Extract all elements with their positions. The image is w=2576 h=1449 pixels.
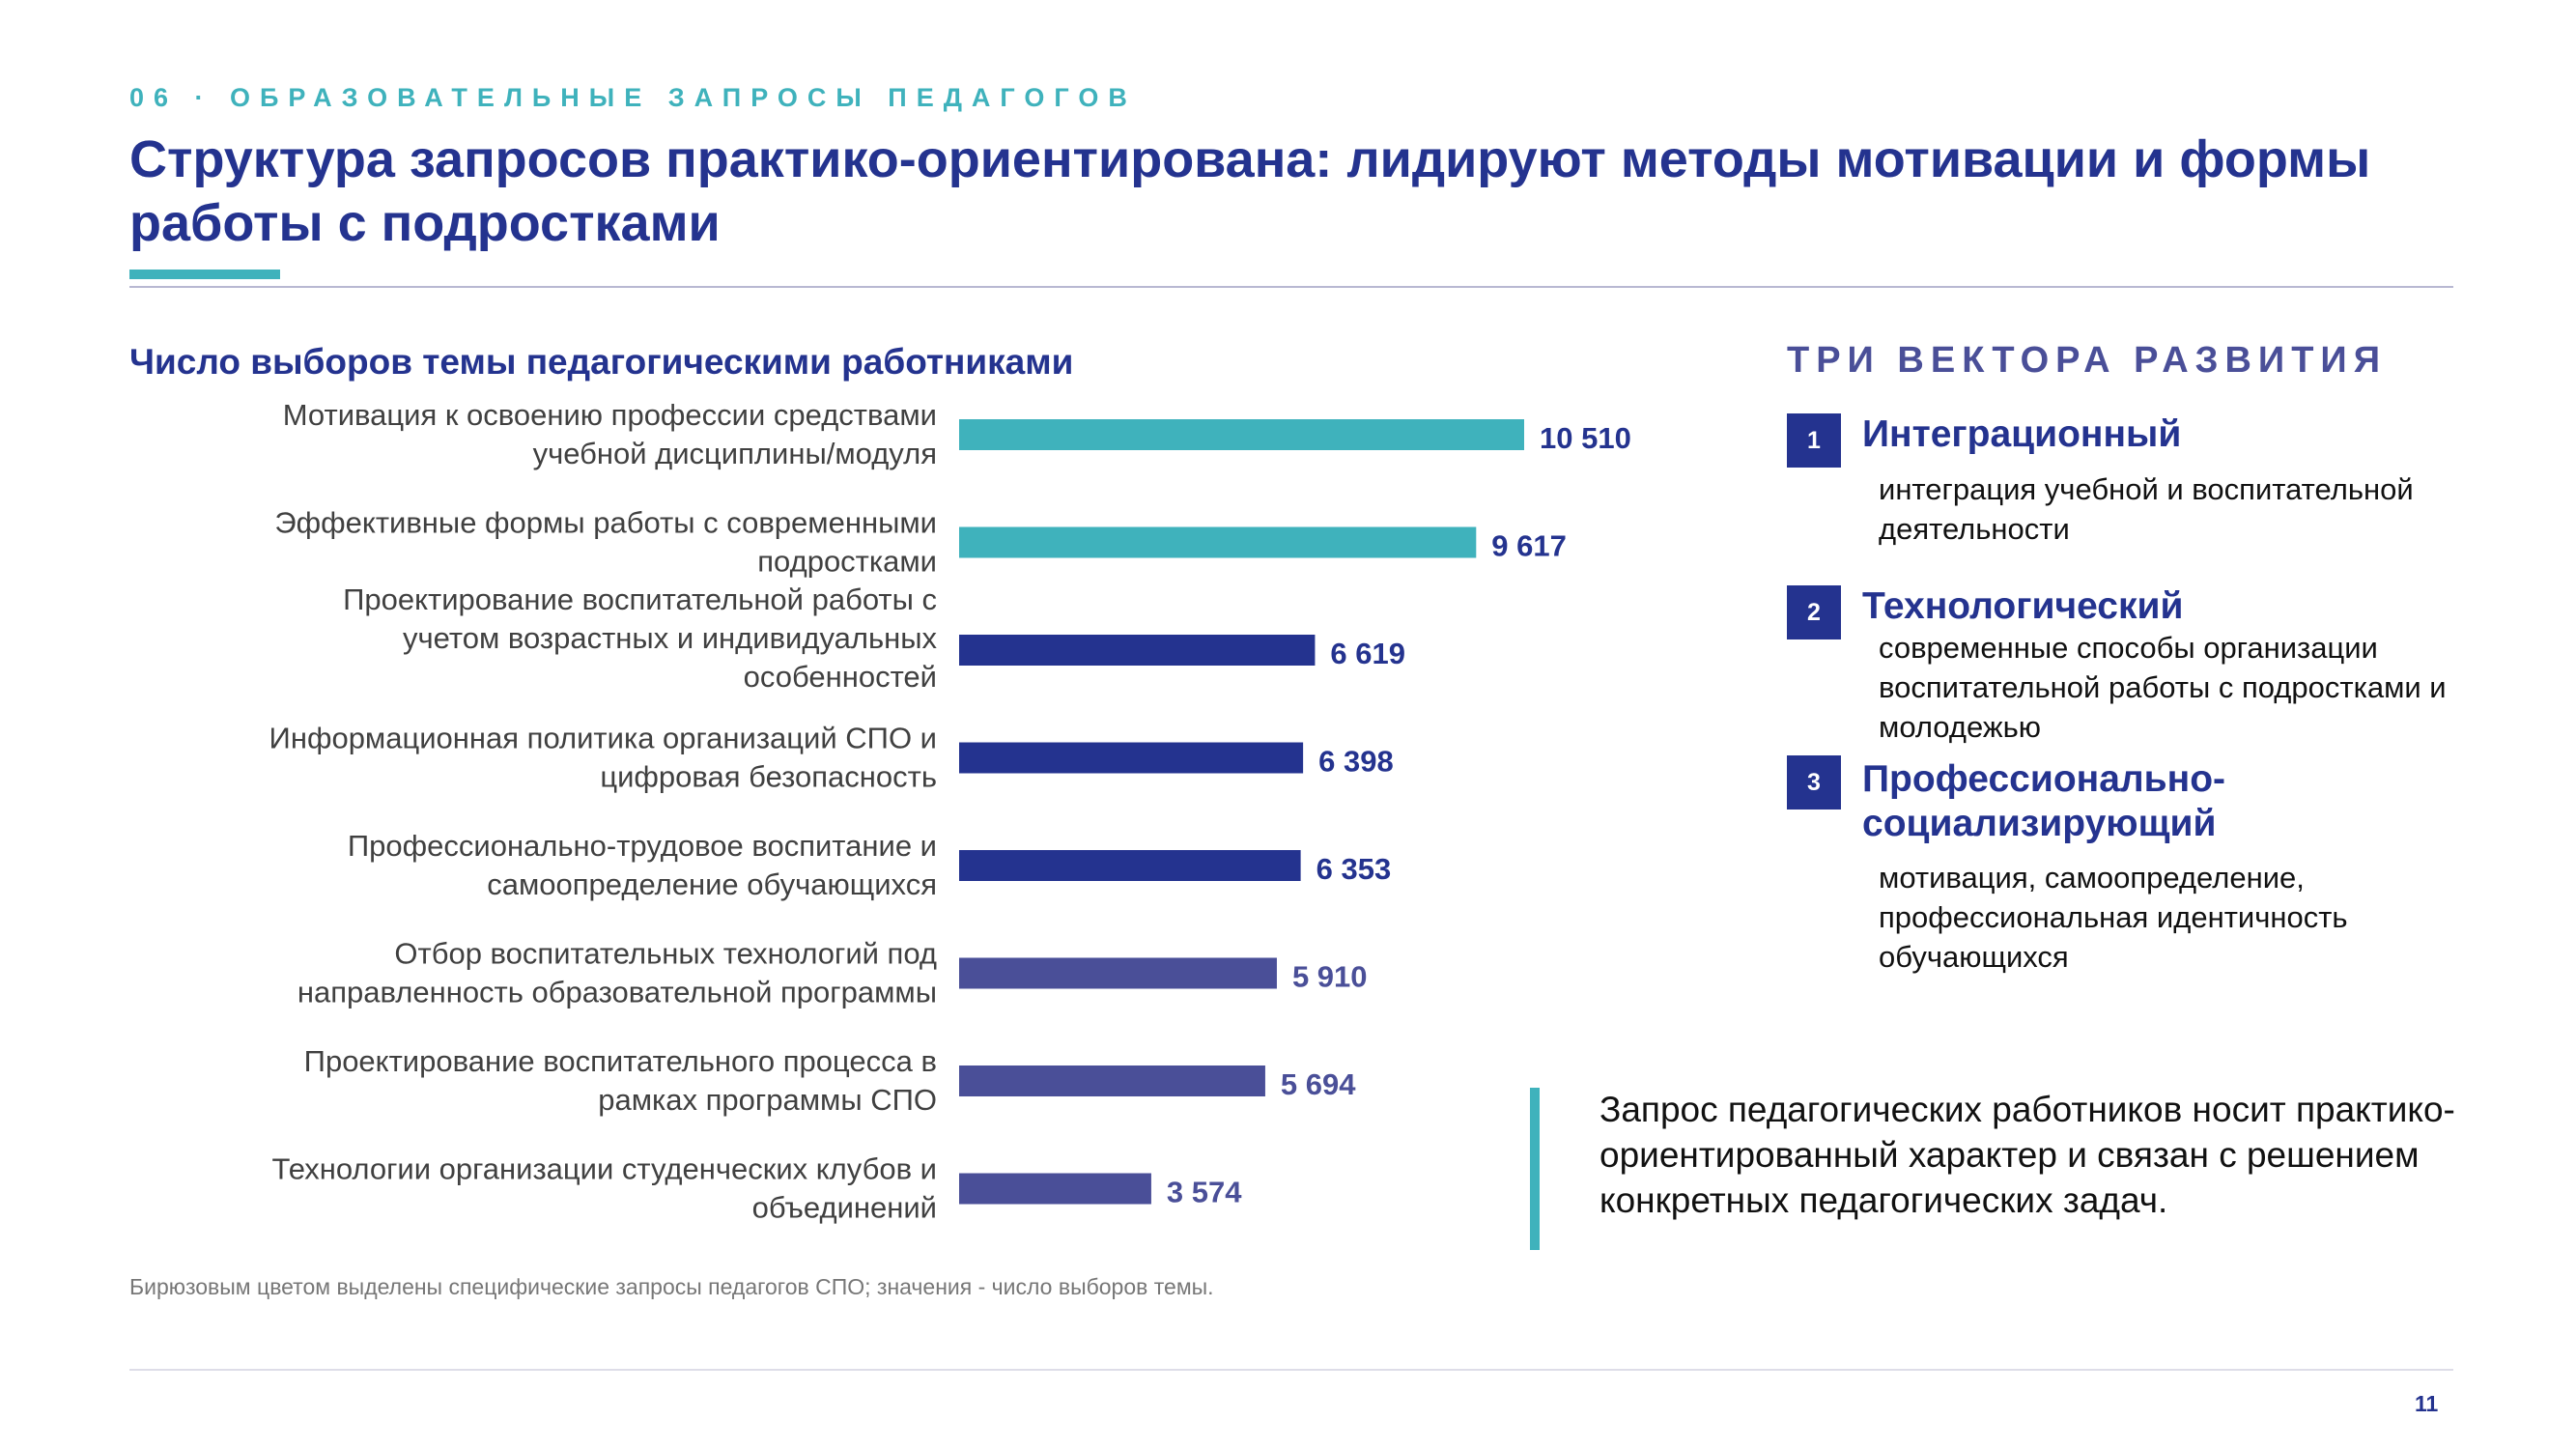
bar-value-label: 5 694 [1281, 1067, 1356, 1101]
category-label: Проектирование воспитательного процесса … [304, 1044, 937, 1078]
callout-text: Запрос педагогических работников носит п… [1599, 1090, 2455, 1220]
bar-value-label: 5 910 [1292, 960, 1368, 994]
category-label: учетом возрастных и индивидуальных [403, 621, 937, 655]
bar-value-label: 9 617 [1491, 529, 1567, 563]
section-label: 06 · ОБРАЗОВАТЕЛЬНЫЕ ЗАПРОСЫ ПЕДАГОГОВ [129, 83, 1137, 112]
title-divider [129, 286, 2453, 288]
bar-value-label: 6 398 [1318, 745, 1394, 779]
category-label: Технологии организации студенческих клуб… [272, 1152, 938, 1186]
bar-value-label: 10 510 [1540, 421, 1631, 455]
vector-title: Технологический [1862, 585, 2184, 627]
vector-title: Интеграционный [1862, 413, 2182, 455]
bar-value-label: 6 619 [1330, 637, 1405, 670]
bar-2 [959, 526, 1477, 558]
page-title: Структура запросов практико-ориентирован… [129, 130, 2371, 252]
vector-description: интеграция учебной и воспитательной деят… [1879, 472, 2414, 546]
category-label: Проектирование воспитательной работы с [343, 582, 937, 616]
bar-5 [959, 850, 1301, 881]
category-label: подростками [757, 545, 937, 579]
page-number: 11 [2415, 1391, 2439, 1416]
bar-6 [959, 957, 1277, 989]
category-label: Информационная политика организаций СПО … [269, 722, 937, 755]
category-label: Эффективные формы работы с современными [274, 506, 937, 540]
bar-3 [959, 635, 1316, 666]
bar-value-label: 6 353 [1316, 852, 1392, 886]
bar-4 [959, 742, 1304, 774]
vector-description: мотивация, самоопределение, профессионал… [1879, 861, 2348, 974]
bar-value-label: 3 574 [1167, 1176, 1242, 1209]
category-label: направленность образовательной программы [297, 976, 937, 1009]
vector-number-badge: 2 [1787, 585, 1841, 639]
chart-footnote: Бирюзовым цветом выделены специфические … [129, 1274, 1214, 1299]
title-accent-bar [129, 270, 280, 279]
vector-description: современные способы организации воспитат… [1879, 631, 2447, 744]
vectors-title: ТРИ ВЕКТОРА РАЗВИТИЯ [1787, 340, 2388, 381]
bar-1 [959, 419, 1524, 450]
category-label: рамках программы СПО [598, 1083, 937, 1117]
callout-accent-bar [1530, 1088, 1540, 1250]
footer-divider [129, 1369, 2453, 1371]
vector-number-badge: 3 [1787, 755, 1841, 810]
category-label: самоопределение обучающихся [487, 867, 937, 901]
category-label: Отбор воспитательных технологий под [394, 937, 937, 971]
category-label: особенностей [744, 660, 937, 694]
bar-chart: 10 510 Мотивация к освоению профессии сре… [269, 398, 1631, 1225]
category-label: учебной дисциплины/модуля [533, 437, 937, 470]
category-label: объединений [752, 1191, 937, 1225]
category-label: Мотивация к освоению профессии средствам… [283, 398, 937, 432]
vector-title: Профессионально-социализирующий [1862, 758, 2226, 844]
category-label: цифровая безопасность [600, 760, 937, 794]
bar-8 [959, 1173, 1151, 1205]
vector-number-badge: 1 [1787, 413, 1841, 468]
bar-7 [959, 1065, 1265, 1096]
chart-title: Число выборов темы педагогическими работ… [129, 342, 1074, 382]
category-label: Профессионально-трудовое воспитание и [348, 829, 937, 863]
